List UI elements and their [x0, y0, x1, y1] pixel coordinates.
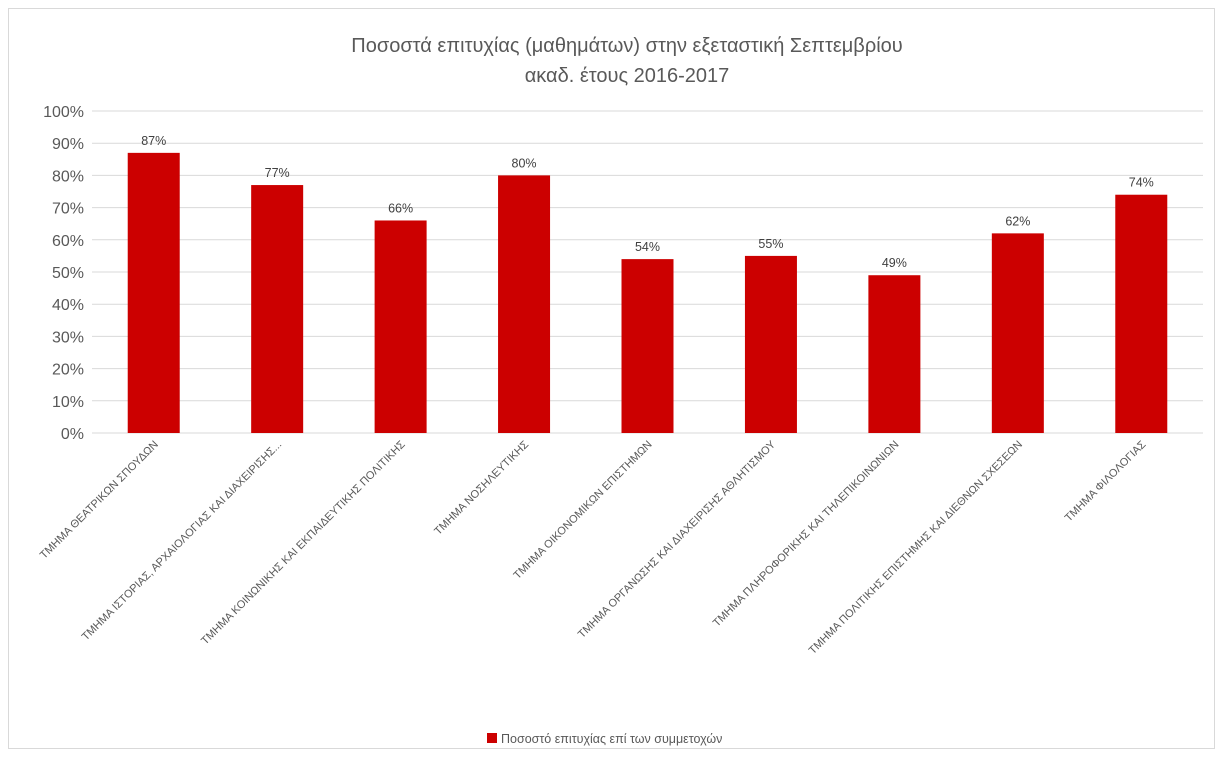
chart-title: Ποσοστά επιτυχίας (μαθημάτων) στην εξετα… [351, 35, 902, 87]
y-axis-tick-labels: 0% 10% 20% 30% 40% 50% 60% 70% 80% 90% 100% [43, 104, 84, 443]
bar [621, 259, 674, 433]
x-category-label: ΤΜΗΜΑ ΘΕΑΤΡΙΚΩΝ ΣΠΟΥΔΩΝ [38, 439, 161, 562]
x-category-label: ΤΜΗΜΑ ΙΣΤΟΡΙΑΣ, ΑΡΧΑΙΟΛΟΓΙΑΣ ΚΑΙ ΔΙΑΧΕΙΡ… [80, 439, 285, 644]
y-tick-label: 10% [52, 394, 84, 411]
x-category-label: ΤΜΗΜΑ ΝΟΣΗΛΕΥΤΙΚΗΣ [432, 439, 531, 538]
legend: Ποσοστό επιτυχίας επί των συμμετοχών [487, 732, 722, 746]
x-category-label: ΤΜΗΜΑ ΦΙΛΟΛΟΓΙΑΣ [1063, 439, 1149, 525]
chart-title-line-2: ακαδ. έτους 2016-2017 [525, 65, 730, 87]
y-tick-label: 0% [61, 426, 84, 443]
legend-label: Ποσοστό επιτυχίας επί των συμμετοχών [501, 732, 722, 746]
x-category-label: ΤΜΗΜΑ ΟΡΓΑΝΩΣΗΣ ΚΑΙ ΔΙΑΧΕΙΡΙΣΗΣ ΑΘΛΗΤΙΣΜ… [576, 438, 779, 641]
data-label: 54% [635, 240, 660, 254]
bar [1115, 194, 1168, 433]
data-label: 74% [1129, 176, 1154, 190]
bar [498, 175, 551, 433]
bar [374, 220, 427, 433]
x-category-label: ΤΜΗΜΑ ΠΟΛΙΤΙΚΗΣ ΕΠΙΣΤΗΜΗΣ ΚΑΙ ΔΙΕΘΝΩΝ ΣΧ… [807, 439, 1025, 657]
bar [991, 233, 1044, 433]
y-tick-label: 60% [52, 233, 84, 250]
bar [868, 275, 921, 433]
bar [251, 185, 304, 433]
data-label: 87% [141, 134, 166, 148]
data-labels: 87% 77% 66% 80% 54% 55% 49% 62% 74% [141, 134, 1154, 270]
y-tick-label: 80% [52, 168, 84, 185]
x-category-label: ΤΜΗΜΑ ΠΛΗΡΟΦΟΡΙΚΗΣ ΚΑΙ ΤΗΛΕΠΙΚΟΙΝΩΝΙΩΝ [711, 439, 902, 630]
y-tick-label: 100% [43, 104, 84, 121]
y-tick-label: 90% [52, 136, 84, 153]
y-tick-label: 40% [52, 297, 84, 314]
bar [744, 255, 797, 433]
y-tick-label: 70% [52, 201, 84, 218]
bar [127, 152, 180, 434]
data-label: 66% [388, 201, 413, 215]
y-tick-label: 50% [52, 265, 84, 282]
x-category-label: ΤΜΗΜΑ ΚΟΙΝΩΝΙΚΗΣ ΚΑΙ ΕΚΠΑΙΔΕΥΤΙΚΗΣ ΠΟΛΙΤ… [199, 438, 408, 647]
data-label: 55% [758, 237, 783, 251]
data-label: 62% [1005, 214, 1030, 228]
chart-title-line-1: Ποσοστά επιτυχίας (μαθημάτων) στην εξετα… [351, 35, 902, 57]
x-category-label: ΤΜΗΜΑ ΟΙΚΟΝΟΜΙΚΩΝ ΕΠΙΣΤΗΜΩΝ [512, 439, 655, 582]
legend-swatch [487, 733, 497, 743]
data-label: 49% [882, 256, 907, 270]
y-tick-label: 30% [52, 329, 84, 346]
data-label: 80% [512, 156, 537, 170]
bars [127, 152, 1168, 434]
data-label: 77% [265, 166, 290, 180]
y-tick-label: 20% [52, 362, 84, 379]
